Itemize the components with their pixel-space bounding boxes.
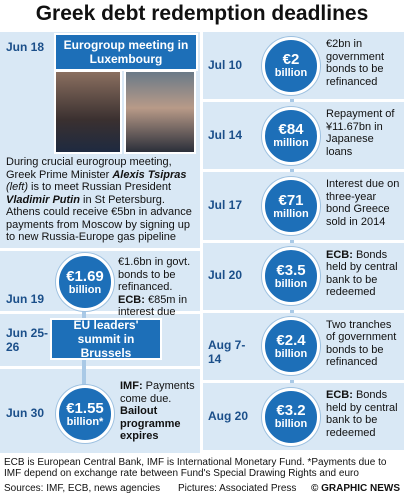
- description: IMF: Payments come due. Bailout programm…: [120, 380, 198, 443]
- text: Repayment of ¥11.67bn in Japanese loans: [326, 108, 395, 158]
- amount: €1.55: [66, 399, 104, 417]
- amount-circle: €1.55 billion*: [56, 385, 114, 443]
- text: is to meet Russian President: [28, 181, 172, 193]
- date: Jun 19: [6, 292, 45, 306]
- unit: million: [273, 137, 309, 150]
- amount-circle: €1.69 billion: [56, 253, 114, 311]
- photo: [124, 70, 196, 154]
- credit: © GRAPHIC NEWS: [310, 483, 400, 494]
- text: Bonds held by central bank to be redeeme…: [326, 248, 398, 299]
- amount: €2: [282, 51, 300, 69]
- unit: billion: [274, 347, 308, 360]
- footnote: ECB is European Central Bank, IMF is Int…: [4, 457, 387, 479]
- text: Payments come due.: [120, 380, 195, 405]
- amount-circle: €2 billion: [262, 36, 320, 95]
- date: Aug 7-14: [208, 338, 246, 367]
- name: Vladimir Putin: [6, 193, 80, 206]
- amount: €3.2: [276, 402, 306, 420]
- amount-circle: €3.5 billion: [262, 247, 320, 306]
- text: During crucial eurogroup meeting, Greek …: [6, 156, 172, 181]
- date: Jul 10: [208, 57, 243, 72]
- date: Jun 18: [6, 40, 45, 54]
- unit: million: [273, 207, 309, 220]
- text: (left): [6, 181, 28, 193]
- event-box: Eurogroup meeting in Luxembourg: [54, 33, 198, 71]
- amount: €1.69: [66, 267, 104, 285]
- unit: billion: [274, 67, 308, 80]
- lead: ECB:: [118, 293, 145, 306]
- description: ECB: Bonds held by central bank to be re…: [326, 389, 402, 439]
- unit: billion: [274, 277, 308, 290]
- unit: billion: [68, 283, 102, 296]
- date: Aug 20: [208, 408, 249, 423]
- sources: Sources: IMF, ECB, news agencies: [4, 483, 161, 494]
- description: ECB: Bonds held by central bank to be re…: [326, 249, 402, 299]
- lead: ECB:: [326, 389, 353, 401]
- description: €1.6bn in govt. bonds to be refinanced. …: [118, 256, 198, 319]
- date: Jun 30: [6, 406, 45, 420]
- text: in St Petersburg. Athens could receive €…: [6, 193, 192, 244]
- event-box: EU leaders' summit in Brussels: [50, 318, 162, 360]
- date: Jul 20: [208, 268, 243, 283]
- lead: IMF:: [120, 380, 143, 392]
- text: Bailout programme expires: [120, 405, 181, 442]
- text: Two tranches of government bonds to be r…: [326, 318, 397, 369]
- description: Repayment of ¥11.67bn in Japanese loans: [326, 108, 402, 158]
- paragraph: During crucial eurogroup meeting, Greek …: [6, 156, 198, 244]
- amount: €71: [278, 191, 304, 209]
- text: €2bn in government bonds to be refinance…: [326, 38, 385, 88]
- amount-circle: €2.4 billion: [262, 317, 320, 376]
- text: Bonds held by central bank to be redeeme…: [326, 389, 398, 439]
- date: Jul 17: [208, 198, 243, 212]
- photo: [54, 70, 122, 154]
- description: Two tranches of government bonds to be r…: [326, 319, 402, 369]
- amount-circle: €71 million: [262, 177, 320, 235]
- amount: €3.5: [276, 261, 306, 279]
- amount: €2.4: [276, 331, 306, 349]
- unit: billion: [274, 418, 308, 431]
- date: Jun 25-26: [6, 326, 49, 354]
- date: Jul 14: [208, 127, 243, 142]
- amount-circle: €84 million: [262, 106, 320, 165]
- text: €85m in interest due: [118, 293, 188, 319]
- description: Interest due on three-year bond Greece s…: [326, 178, 402, 228]
- description: €2bn in government bonds to be refinance…: [326, 38, 402, 88]
- title: Greek debt redemption deadlines: [35, 2, 369, 25]
- text: Interest due on three-year bond Greece s…: [326, 178, 400, 228]
- pictures: Pictures: Associated Press: [178, 483, 297, 494]
- lead: ECB:: [326, 248, 353, 261]
- text: €1.6bn in govt. bonds to be refinanced.: [118, 256, 191, 293]
- amount: €84: [278, 121, 304, 139]
- name: Alexis Tsipras: [112, 168, 187, 181]
- unit: billion*: [66, 415, 104, 428]
- amount-circle: €3.2 billion: [262, 387, 320, 446]
